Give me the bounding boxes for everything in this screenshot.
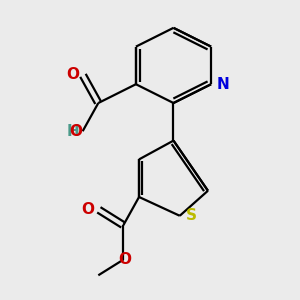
Text: S: S [185, 208, 197, 223]
Text: O: O [69, 124, 82, 139]
Text: O: O [118, 252, 131, 267]
Text: N: N [217, 77, 230, 92]
Text: O: O [67, 67, 80, 82]
Text: H: H [66, 124, 79, 139]
Text: O: O [82, 202, 94, 217]
